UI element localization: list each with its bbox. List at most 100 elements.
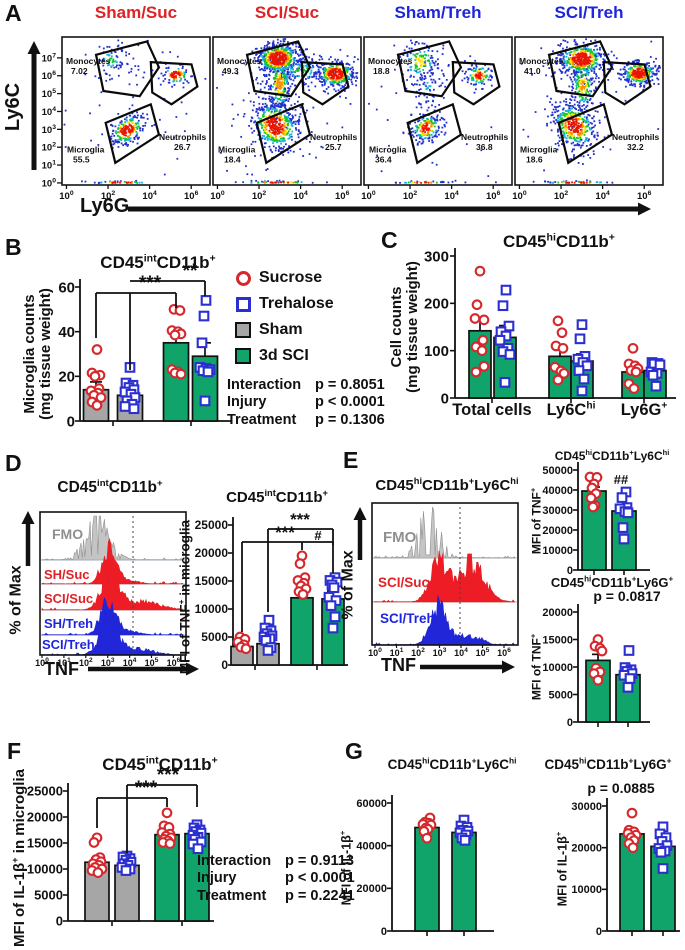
gate-microglia — [104, 102, 161, 165]
chart-f-y-label: MFI of IL-1β+ in microglia — [9, 769, 28, 947]
data-point — [91, 400, 103, 411]
svg-text:103: 103 — [101, 657, 115, 668]
chart-c-group-ly6g: Ly6G+ — [620, 400, 668, 419]
data-point — [328, 582, 340, 594]
bar — [162, 341, 190, 422]
gate-neutrophils — [149, 60, 199, 106]
gate-value-monocytes: 41.0 — [524, 66, 541, 76]
data-point — [596, 645, 608, 657]
gate-label-neutrophils: Neutrophils — [310, 132, 357, 142]
gate-value-microglia: 18.6 — [526, 155, 543, 165]
data-point — [627, 342, 639, 354]
data-point — [200, 295, 212, 306]
gate-neutrophils — [300, 60, 350, 106]
svg-text:104: 104 — [444, 190, 459, 202]
data-point — [616, 492, 628, 503]
data-point — [192, 843, 204, 855]
data-point — [329, 611, 341, 623]
svg-text:100: 100 — [210, 190, 225, 202]
hist-d-row-fmo: FMO — [52, 526, 84, 542]
gate-neutrophils — [602, 60, 652, 106]
gate-label-neutrophils: Neutrophils — [612, 132, 659, 142]
sig-label: ** — [183, 261, 198, 282]
data-point — [325, 600, 337, 611]
flow-y-axis-label: Ly6C — [2, 82, 25, 132]
annotation: p = 0.0817 — [593, 588, 661, 604]
data-point — [626, 807, 638, 819]
data-point — [558, 368, 570, 379]
chart-g1-y-label: MFI of IL-1β+ — [338, 830, 354, 906]
gate-neutrophils — [451, 60, 501, 106]
data-point — [471, 299, 483, 311]
gate-value-microglia: 36.4 — [375, 155, 392, 165]
chart-e2-title: CD45hiCD11b+Ly6G+ — [550, 574, 674, 590]
gate-value-neutrophils: 26.7 — [174, 142, 191, 152]
svg-text:104: 104 — [595, 190, 610, 202]
svg-text:300: 300 — [424, 248, 449, 265]
gate-label-neutrophils: Neutrophils — [461, 132, 508, 142]
data-point — [557, 342, 569, 354]
data-point — [477, 334, 489, 346]
gate-value-monocytes: 49.3 — [222, 66, 239, 76]
hist-d-x-label: TNF — [44, 659, 79, 679]
data-point — [624, 673, 636, 684]
chart-c-group-total-cells: Total cells — [452, 401, 532, 419]
annotation: ## — [614, 472, 629, 487]
hist-e-x-label: TNF — [381, 655, 416, 675]
data-point — [164, 838, 176, 849]
gate-microglia — [406, 102, 463, 165]
svg-text:100: 100 — [368, 647, 382, 658]
svg-text:106: 106 — [184, 190, 199, 202]
sig-label: *** — [135, 778, 158, 799]
chart-c-group-ly6chi: Ly6Chi — [546, 400, 596, 419]
svg-text:102: 102 — [411, 647, 425, 658]
chart-b-y-label: Microglia counts (mg tissue weight) — [20, 288, 54, 420]
data-point — [120, 865, 132, 876]
bar — [414, 826, 440, 932]
data-point — [592, 674, 604, 686]
hist-d-y-label: % of Max — [7, 565, 25, 635]
svg-text:104: 104 — [142, 190, 157, 202]
data-point — [494, 334, 506, 346]
data-point — [622, 681, 634, 693]
data-point — [470, 366, 482, 378]
data-point — [469, 313, 481, 324]
data-point — [552, 374, 564, 386]
data-point — [627, 842, 639, 854]
chart-e1-title: CD45hiCD11b+Ly6Chi — [554, 448, 670, 463]
hist-e-row-fmo: FMO — [383, 529, 417, 546]
svg-text:100: 100 — [512, 190, 527, 202]
flow-x-axis-label: Ly6G — [80, 195, 130, 217]
sig-label: *** — [157, 765, 180, 786]
data-point — [262, 645, 274, 656]
flow-title-sham-treh: Sham/Treh — [394, 3, 482, 22]
data-point — [421, 832, 433, 844]
data-point — [622, 507, 634, 519]
chart-e1-y-label: MFI of TNF+ — [528, 487, 544, 555]
svg-text:100: 100 — [35, 657, 49, 668]
data-point — [240, 643, 252, 655]
svg-text:106: 106 — [335, 190, 350, 202]
gate-monocytes — [396, 40, 463, 98]
data-point — [175, 368, 187, 380]
svg-text:104: 104 — [123, 657, 137, 668]
svg-text:103: 103 — [42, 124, 57, 136]
data-point — [196, 337, 208, 349]
svg-text:101: 101 — [42, 160, 57, 172]
gate-value-monocytes: 18.8 — [373, 66, 390, 76]
svg-text:102: 102 — [42, 142, 57, 154]
svg-text:0: 0 — [67, 413, 75, 430]
gate-value-neutrophils: 32.2 — [627, 142, 644, 152]
data-point — [88, 837, 100, 848]
data-point — [92, 867, 104, 878]
hist-d-row-sci-suc: SCI/Suc — [44, 591, 94, 606]
sham-swatch-icon — [235, 322, 251, 338]
anova-stats-f: Interaction p = 0.9113 Injury p < 0.0001 T… — [197, 853, 355, 904]
svg-text:0: 0 — [441, 390, 449, 407]
data-point — [327, 622, 339, 634]
gate-label-monocytes: Monocytes — [368, 56, 413, 66]
